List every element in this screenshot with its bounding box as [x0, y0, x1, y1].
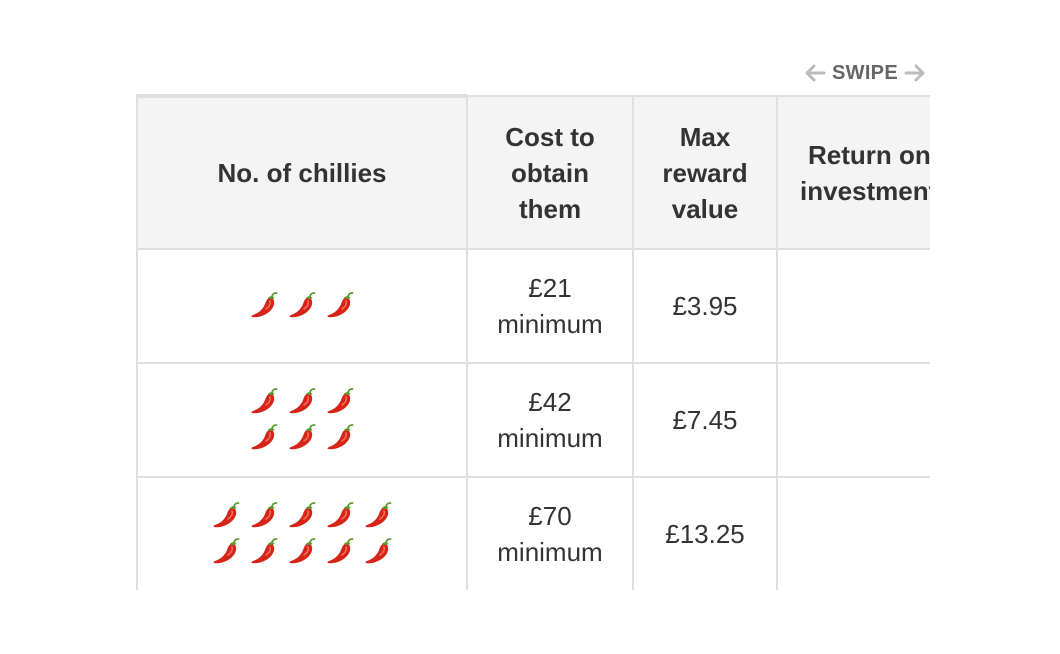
header-cost: Cost to obtain them: [466, 95, 634, 250]
cost-note: minimum: [497, 423, 603, 453]
chilli-group: [139, 291, 465, 321]
chilli-pepper-icon: [289, 424, 316, 450]
cost-value: £21: [528, 273, 572, 303]
chilli-pepper-icon: [251, 388, 278, 414]
header-reward-line-2: reward: [662, 157, 748, 188]
chilli-pepper-icon: [289, 292, 316, 318]
arrow-left-icon: [805, 64, 826, 82]
chilli-row: [249, 423, 355, 453]
header-reward: Max reward value: [632, 95, 778, 250]
reward-cell: £7.45: [632, 362, 778, 478]
table-row: £70 minimum £13.25 18.9%: [136, 476, 930, 590]
chilli-pepper-icon: [327, 424, 354, 450]
cost-value: £70: [528, 501, 572, 531]
header-reward-line-1: Max: [679, 121, 731, 152]
header-reward-line-3: value: [671, 193, 739, 224]
swipe-label: SWIPE: [832, 61, 898, 84]
chillies-cell: [136, 476, 468, 590]
chilli-row: [211, 501, 393, 531]
header-roi-line-2: investment: [800, 175, 930, 206]
chilli-pepper-icon: [213, 502, 240, 528]
chilli-row: [249, 291, 355, 321]
cost-note: minimum: [497, 537, 603, 567]
table-row: £21 minimum £3.95 18.8%: [136, 248, 930, 364]
header-roi-line-1: Return on: [808, 139, 930, 170]
header-roi: Return on investment: [776, 95, 930, 250]
chilli-pepper-icon: [251, 502, 278, 528]
header-chillies: No. of chillies: [136, 94, 468, 250]
chilli-pepper-icon: [327, 292, 354, 318]
cost-value: £42: [528, 387, 572, 417]
header-cost-line-1: Cost to: [505, 121, 595, 152]
table-scroll-area[interactable]: No. of chillies Cost to obtain them Max …: [136, 94, 930, 590]
roi-cell: 18.8%: [776, 248, 930, 364]
roi-value: 17.7%: [866, 402, 930, 438]
roi-value: 18.8%: [866, 288, 930, 324]
chilli-row: [211, 537, 393, 567]
cost-cell: £21 minimum: [466, 248, 634, 364]
chilli-pepper-icon: [289, 502, 316, 528]
chilli-pepper-icon: [327, 502, 354, 528]
chilli-group: [139, 501, 465, 567]
chilli-pepper-icon: [251, 292, 278, 318]
roi-cell: 18.9%: [776, 476, 930, 590]
arrow-right-icon: [904, 64, 925, 82]
chilli-group: [139, 387, 465, 453]
reward-cell: £13.25: [632, 476, 778, 590]
table-row: £42 minimum £7.45 17.7%: [136, 362, 930, 478]
chilli-pepper-icon: [365, 502, 392, 528]
chilli-pepper-icon: [213, 538, 240, 564]
cost-cell: £42 minimum: [466, 362, 634, 478]
cost-note: minimum: [497, 309, 603, 339]
header-cost-line-2: obtain: [511, 157, 589, 188]
header-cost-line-3: them: [518, 193, 582, 224]
chilli-rewards-table: No. of chillies Cost to obtain them Max …: [136, 94, 930, 590]
cost-cell: £70 minimum: [466, 476, 634, 590]
roi-value: 18.9%: [866, 516, 930, 552]
swipe-hint: SWIPE: [804, 60, 926, 86]
chilli-pepper-icon: [289, 388, 316, 414]
chilli-pepper-icon: [251, 538, 278, 564]
chilli-pepper-icon: [251, 424, 278, 450]
chilli-pepper-icon: [327, 388, 354, 414]
chilli-pepper-icon: [289, 538, 316, 564]
chillies-cell: [136, 362, 468, 478]
reward-cell: £3.95: [632, 248, 778, 364]
chilli-pepper-icon: [365, 538, 392, 564]
table-header-row: No. of chillies Cost to obtain them Max …: [136, 94, 930, 250]
roi-cell: 17.7%: [776, 362, 930, 478]
chilli-row: [249, 387, 355, 417]
chillies-cell: [136, 248, 468, 364]
chilli-pepper-icon: [327, 538, 354, 564]
